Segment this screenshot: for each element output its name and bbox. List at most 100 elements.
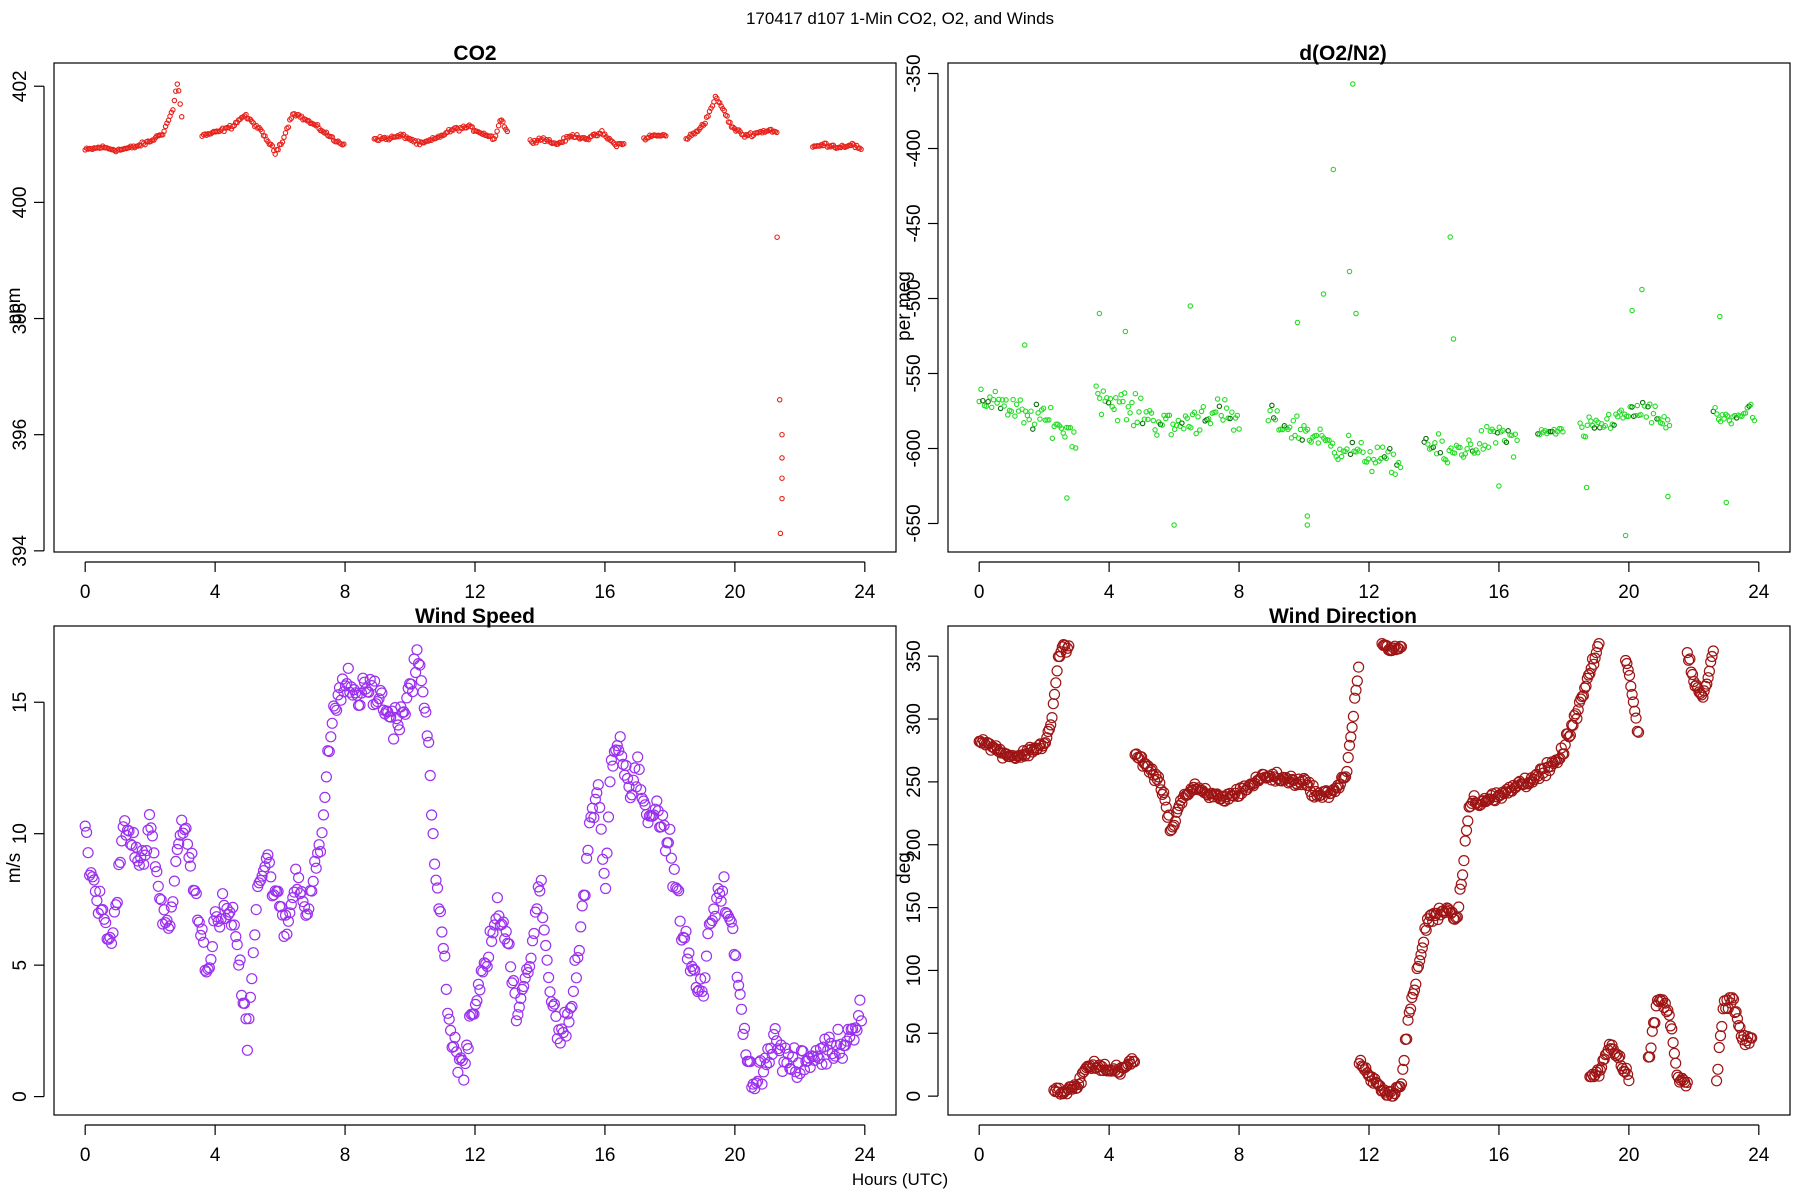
o2-point: [1148, 410, 1155, 416]
wspd-point: [607, 760, 619, 772]
wspd-point: [238, 997, 251, 1010]
o2-point: [1134, 419, 1140, 426]
wspd-point: [329, 702, 341, 714]
co2-point: [175, 88, 182, 94]
wdir-point: [1388, 642, 1400, 654]
panel-wspd: Wind Speed m/s 0 4 8 12 16 20 24 0 5 10 15: [4, 605, 897, 1166]
co2-title: CO2: [453, 42, 496, 65]
wdir-point: [1722, 1002, 1734, 1015]
wspd-point: [437, 942, 449, 955]
wspd-point: [388, 733, 400, 745]
wspd-point: [300, 909, 312, 921]
co2-point: [777, 530, 784, 537]
wdir-point: [1456, 869, 1469, 881]
wspd-point: [665, 852, 678, 864]
wspd-point: [760, 1058, 773, 1071]
wspd-point: [276, 909, 289, 921]
wspd-point: [718, 871, 730, 883]
co2-x-tick-label: 12: [464, 582, 485, 603]
o2-point: [1444, 459, 1451, 466]
wdir-y-tick-label: 50: [904, 1023, 925, 1044]
o2-x-tick-label: 16: [1488, 582, 1509, 603]
o2-point: [1583, 484, 1590, 491]
wspd-point: [668, 863, 680, 875]
o2-x-tick-label: 12: [1358, 582, 1379, 603]
wspd-x-tick-label: 16: [594, 1145, 615, 1166]
o2-point: [1536, 431, 1543, 438]
wspd-point: [659, 845, 672, 857]
wdir-point: [1670, 1057, 1682, 1069]
o2-point: [990, 396, 997, 403]
wdir-point: [1370, 1076, 1382, 1089]
wdir-point: [1143, 766, 1156, 778]
wspd-point: [294, 888, 306, 900]
wspd-point: [449, 1031, 461, 1043]
wdir-point: [1163, 809, 1175, 821]
panel-o2: d(O2/N2) per meg 0 4 8 12 16 20 24 -650 -600 -550…: [894, 42, 1791, 603]
o2-point: [1195, 414, 1201, 420]
o2-point: [1392, 471, 1398, 477]
wspd-point: [278, 930, 290, 943]
wdir-point: [1420, 924, 1432, 936]
wspd-point: [412, 657, 425, 670]
wspd-point: [708, 903, 720, 915]
wdir-point: [1727, 993, 1740, 1005]
o2-point: [1223, 405, 1230, 411]
wspd-point: [443, 1013, 455, 1025]
wdir-point: [1312, 787, 1324, 799]
wdir-point: [1047, 698, 1059, 710]
co2-x-tick-label: 20: [724, 582, 745, 603]
o2-point: [1288, 435, 1295, 441]
wdir-point: [1450, 912, 1462, 924]
wspd-point: [123, 825, 135, 837]
o2-point: [1457, 444, 1463, 451]
o2-point: [1145, 416, 1151, 423]
wdir-y-tick-label: 150: [904, 892, 925, 924]
wdir-point: [1626, 688, 1638, 701]
wdir-point: [1395, 1078, 1408, 1090]
o2-point: [1643, 414, 1650, 420]
wspd-point: [374, 684, 387, 697]
wspd-point: [171, 843, 183, 856]
o2-point: [1639, 286, 1645, 293]
o2-point: [1121, 390, 1128, 396]
o2-point: [1618, 407, 1624, 413]
o2-point: [1397, 464, 1404, 471]
wdir-x-tick-label: 24: [1748, 1145, 1770, 1166]
o2-point: [1338, 453, 1345, 460]
co2-point: [543, 136, 550, 143]
wdir-y-tick-label: 200: [904, 829, 925, 861]
o2-point: [1383, 455, 1389, 462]
wspd-point: [439, 950, 451, 962]
wspd-point: [393, 724, 406, 736]
o2-point: [1071, 429, 1077, 435]
wspd-point: [756, 1078, 768, 1090]
wspd-point: [314, 845, 327, 858]
o2-point: [1390, 451, 1397, 457]
o2-point: [1514, 437, 1520, 444]
o2-point: [1220, 417, 1226, 423]
co2-point: [705, 113, 711, 119]
o2-point: [1227, 415, 1233, 422]
co2-point: [164, 120, 170, 126]
wspd-point: [246, 973, 258, 985]
o2-point: [1139, 420, 1146, 427]
wspd-point: [143, 808, 156, 821]
wspd-point: [228, 919, 240, 931]
wdir-point: [1572, 704, 1584, 716]
co2-point: [500, 118, 506, 125]
wspd-point: [763, 1056, 775, 1069]
o2-point: [1545, 428, 1552, 435]
wspd-point: [288, 886, 300, 898]
wspd-point: [265, 871, 277, 883]
wdir-point: [1629, 705, 1641, 717]
co2-point: [779, 475, 785, 481]
wspd-point: [575, 921, 587, 933]
o2-point: [1492, 440, 1499, 446]
wspd-point: [816, 1058, 828, 1071]
co2-point: [724, 113, 730, 119]
o2-point: [1096, 310, 1103, 317]
co2-point: [178, 114, 185, 120]
wspd-point: [145, 822, 157, 834]
wspd-point: [243, 1013, 255, 1025]
